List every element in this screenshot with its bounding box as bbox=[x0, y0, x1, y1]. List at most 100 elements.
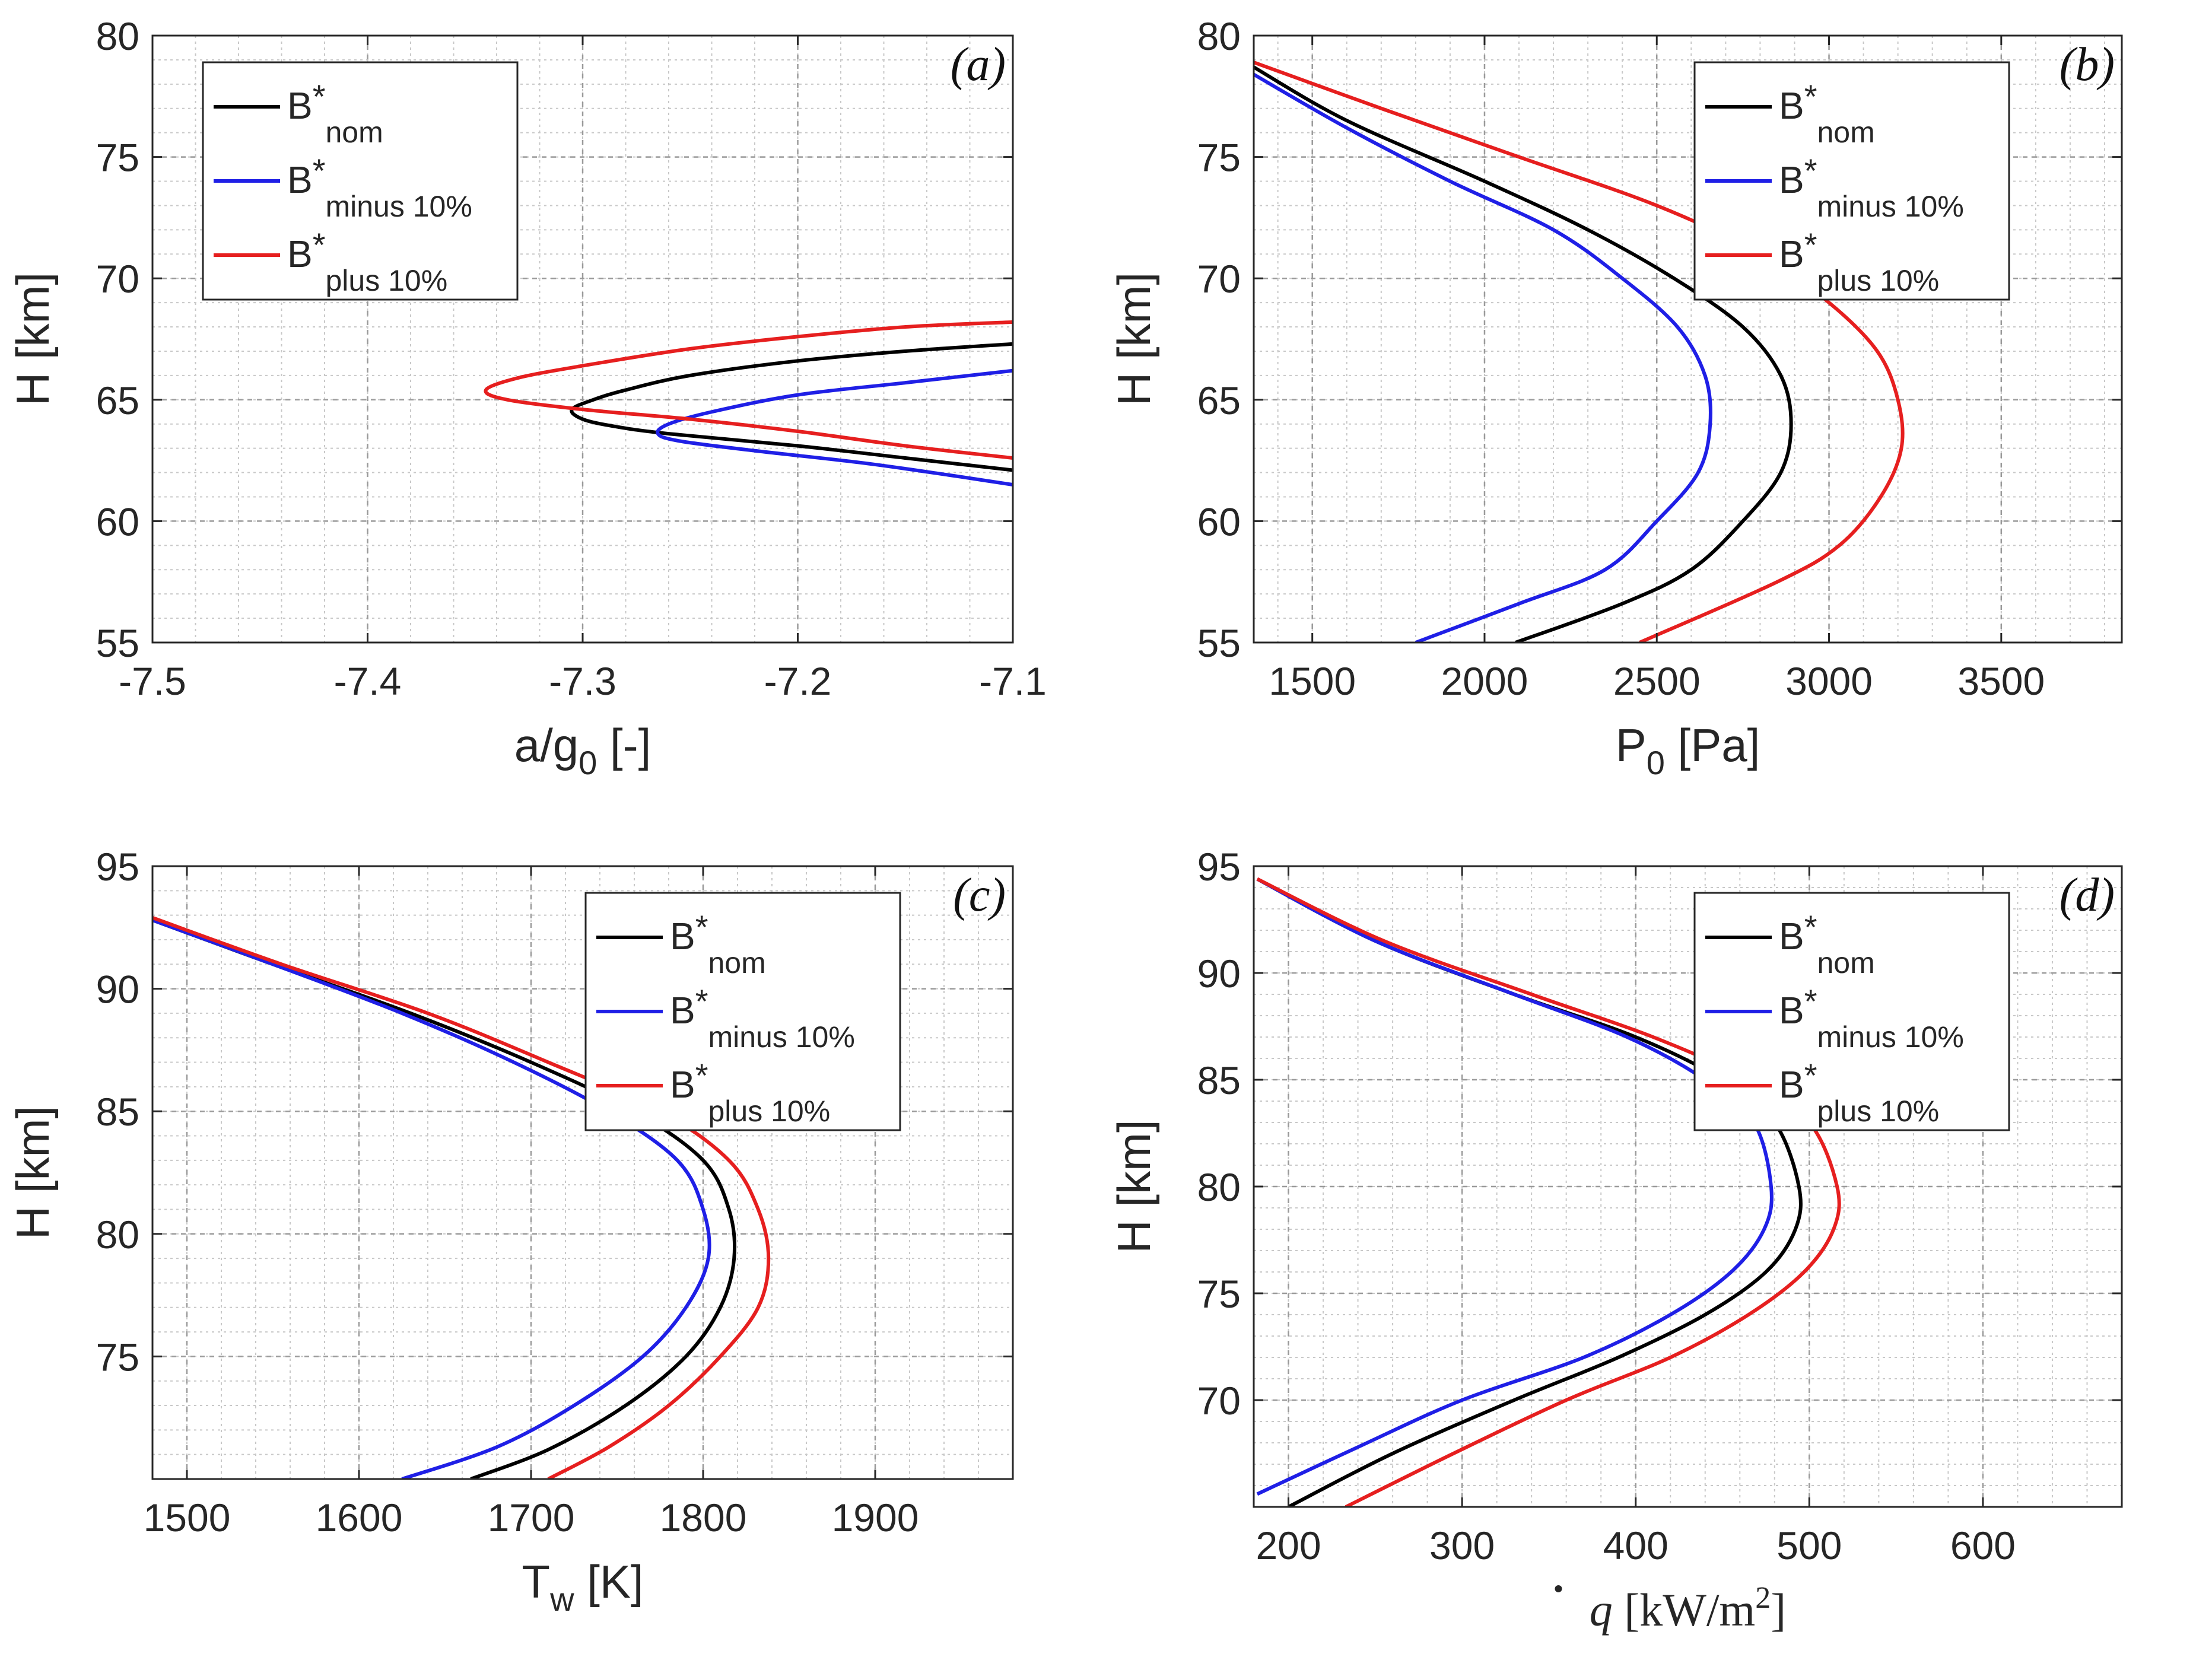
x-tick-label: 300 bbox=[1429, 1524, 1495, 1567]
legend-label-1: B*minus 10% bbox=[1779, 152, 1964, 223]
legend-main: B bbox=[1779, 1063, 1804, 1106]
y-tick-label: 80 bbox=[1197, 14, 1241, 58]
y-tick-label: 85 bbox=[96, 1090, 139, 1134]
y-tick-label: 65 bbox=[96, 379, 139, 422]
legend-sup: * bbox=[695, 982, 708, 1020]
legend-sub: plus 10% bbox=[708, 1095, 830, 1128]
legend-label-0: B*nom bbox=[670, 908, 766, 979]
legend-label-2: B*plus 10% bbox=[1779, 226, 1939, 297]
x-tick-label: 1700 bbox=[488, 1496, 575, 1540]
y-tick-label: 70 bbox=[1197, 257, 1241, 301]
x-label-main: a/g bbox=[514, 719, 579, 771]
series-line-b-0 bbox=[1254, 65, 1793, 643]
panel-label: (a) bbox=[951, 39, 1006, 91]
legend-sub: nom bbox=[1817, 946, 1874, 979]
x-label-sup: 2 bbox=[1755, 1581, 1771, 1615]
legend-sup: * bbox=[1804, 1057, 1817, 1094]
x-tick-label: 2000 bbox=[1441, 659, 1528, 703]
x-tick-label: 500 bbox=[1776, 1524, 1842, 1567]
series-line-d-2 bbox=[1256, 877, 1841, 1507]
y-tick-label: 75 bbox=[1197, 136, 1241, 180]
panel-d: 200 300 400 500 600 70 75 80 85 90 95 H [km] q [kW/m… bbox=[1108, 845, 2123, 1636]
x-label-rest: [-] bbox=[597, 719, 651, 771]
legend-sup: * bbox=[1804, 152, 1817, 189]
legend-sub: plus 10% bbox=[1817, 1095, 1939, 1128]
legend-label-1: B*minus 10% bbox=[670, 982, 855, 1054]
x-axis-label: q [kW/m2] bbox=[1590, 1581, 1786, 1636]
legend-sub: nom bbox=[708, 946, 765, 979]
legend-sup: * bbox=[1804, 226, 1817, 263]
legend-sup: * bbox=[695, 908, 708, 946]
series-group bbox=[484, 320, 1013, 486]
y-tick-label: 70 bbox=[96, 257, 139, 301]
legend-label-2: B*plus 10% bbox=[670, 1057, 830, 1128]
x-tick-label: 1500 bbox=[144, 1496, 231, 1540]
x-tick-label: -7.3 bbox=[549, 659, 616, 703]
y-axis-label: H [km] bbox=[1108, 272, 1160, 406]
y-tick-label: 70 bbox=[1197, 1379, 1241, 1423]
legend-label-0: B*nom bbox=[1779, 908, 1875, 979]
x-label-close: ] bbox=[1771, 1584, 1786, 1636]
y-tick-label: 95 bbox=[1197, 845, 1241, 889]
legend-main: B bbox=[1779, 233, 1804, 275]
panel-c: 1500 1600 1700 1800 1900 75 80 85 90 95 H [km] Tw [… bbox=[7, 845, 1014, 1618]
series-group bbox=[152, 915, 771, 1479]
legend-sub: nom bbox=[325, 116, 383, 149]
legend-sub: minus 10% bbox=[708, 1020, 854, 1054]
x-label-sub: 0 bbox=[579, 744, 597, 781]
x-label-rest: [K] bbox=[574, 1556, 644, 1608]
x-tick-label: 1600 bbox=[316, 1496, 403, 1540]
legend-main: B bbox=[670, 915, 695, 958]
legend-sup: * bbox=[1804, 908, 1817, 946]
legend-label-2: B*plus 10% bbox=[1779, 1057, 1939, 1128]
legend-sub: plus 10% bbox=[1817, 264, 1939, 297]
x-tick-label: 200 bbox=[1256, 1524, 1321, 1567]
x-label-rest: [kW/m bbox=[1613, 1584, 1755, 1636]
y-axis-label: H [km] bbox=[7, 272, 59, 406]
legend-label-1: B*minus 10% bbox=[287, 152, 472, 223]
x-label-main: q bbox=[1590, 1584, 1613, 1636]
x-tick-label: 400 bbox=[1603, 1524, 1668, 1567]
y-tick-label: 65 bbox=[1197, 379, 1241, 422]
series-line-d-1 bbox=[1256, 877, 1774, 1496]
y-tick-label: 95 bbox=[96, 845, 139, 889]
axes-frame bbox=[151, 865, 1014, 1480]
x-label-sub: w bbox=[549, 1580, 574, 1618]
legend-main: B bbox=[670, 1063, 695, 1106]
x-tick-label: -7.2 bbox=[764, 659, 832, 703]
panel-b: 1500 2000 2500 3000 3500 55 60 65 70 75 80 H [km] P0… bbox=[1108, 14, 2123, 781]
x-tick-label: 1900 bbox=[832, 1496, 919, 1540]
x-tick-label: -7.1 bbox=[979, 659, 1047, 703]
y-tick-label: 75 bbox=[96, 136, 139, 180]
legend-main: B bbox=[670, 989, 695, 1032]
panel-a: -7.5 -7.4 -7.3 -7.2 -7.1 55 60 65 70 75 80 H [km] a/… bbox=[7, 14, 1047, 781]
panel-label: (b) bbox=[2060, 39, 2115, 91]
x-tick-label: 3500 bbox=[1957, 659, 2045, 703]
legend-sup: * bbox=[313, 78, 326, 115]
x-axis-label: P0 [Pa] bbox=[1616, 719, 1760, 781]
x-tick-label: 1800 bbox=[660, 1496, 747, 1540]
axes-frame bbox=[1253, 34, 2123, 644]
legend-sup: * bbox=[1804, 78, 1817, 115]
series-line-b-1 bbox=[1254, 72, 1712, 643]
legend-sup: * bbox=[313, 226, 326, 263]
legend-main: B bbox=[1779, 158, 1804, 201]
y-tick-label: 60 bbox=[1197, 500, 1241, 543]
x-label-rest: [Pa] bbox=[1665, 719, 1760, 771]
legend-label-0: B*nom bbox=[287, 78, 383, 149]
series-group bbox=[1256, 877, 1841, 1507]
legend-main: B bbox=[1779, 989, 1804, 1032]
legend-sub: minus 10% bbox=[325, 190, 472, 223]
x-axis-label: a/g0 [-] bbox=[514, 719, 651, 781]
series-group bbox=[1254, 61, 1905, 643]
legend-sub: nom bbox=[1817, 116, 1874, 149]
x-label-main: T bbox=[522, 1556, 550, 1608]
x-tick-label: 600 bbox=[1950, 1524, 2016, 1567]
x-label-main: P bbox=[1616, 719, 1647, 771]
legend-label-2: B*plus 10% bbox=[287, 226, 447, 297]
